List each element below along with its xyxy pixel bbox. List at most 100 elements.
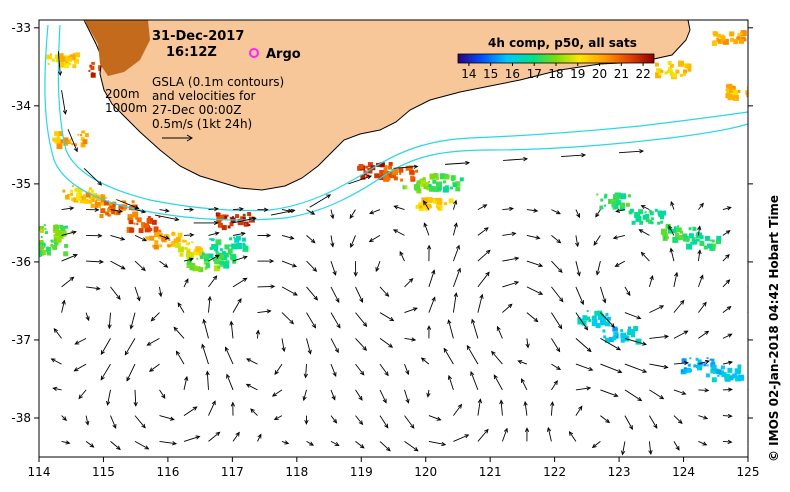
sst-pixel <box>213 258 216 262</box>
velocity-arrow-head <box>177 302 182 308</box>
velocity-arrow-head <box>602 298 607 304</box>
velocity-arrow <box>722 333 732 339</box>
velocity-arrow-head <box>141 266 146 272</box>
sst-pixel <box>211 243 217 249</box>
velocity-arrow-head <box>106 400 111 406</box>
sst-pixel <box>46 54 52 60</box>
sst-pixel <box>204 266 208 270</box>
sst-pixel <box>388 165 393 170</box>
sst-pixel <box>645 214 650 218</box>
sst-pixel <box>70 230 73 233</box>
isobath-200m <box>57 24 748 212</box>
velocity-arrow <box>281 312 294 324</box>
sst-pixel <box>711 358 715 362</box>
velocity-arrow <box>159 260 168 268</box>
sst-pixel <box>177 232 183 238</box>
velocity-arrow-head <box>303 373 308 379</box>
sst-pixel <box>53 224 60 231</box>
y-tick-label: -33 <box>11 21 31 35</box>
sst-pixel <box>179 252 184 257</box>
velocity-arrow-head <box>281 347 286 353</box>
sst-pixel <box>605 321 610 327</box>
velocity-arrow <box>208 208 218 211</box>
velocity-arrow-head <box>703 415 709 420</box>
velocity-arrow <box>551 363 561 370</box>
velocity-arrow <box>575 286 584 305</box>
velocity-arrow <box>257 330 259 339</box>
sst-pixel <box>418 206 424 212</box>
velocity-arrow <box>613 234 626 239</box>
velocity-arrow <box>673 441 680 451</box>
velocity-arrow-head <box>511 231 517 237</box>
colorbar-ramp <box>457 53 655 64</box>
velocity-arrow <box>502 257 519 262</box>
velocity-arrow <box>452 245 460 262</box>
velocity-arrow-head <box>496 325 501 331</box>
sst-pixel <box>360 174 366 180</box>
sst-pixel <box>669 63 674 68</box>
velocity-arrow-head <box>331 395 336 401</box>
sst-pixel <box>459 177 464 182</box>
x-tick-label: 122 <box>543 465 566 479</box>
velocity-arrow-head <box>593 240 598 246</box>
velocity-arrow <box>600 312 615 328</box>
velocity-arrow <box>551 338 560 352</box>
sst-pixel <box>60 56 66 62</box>
sst-pixel <box>110 201 114 205</box>
velocity-arrow-head <box>457 403 463 409</box>
velocity-arrow <box>232 432 240 442</box>
sst-pixel <box>599 205 604 210</box>
sst-pixel <box>658 72 662 76</box>
sst-pixel <box>690 241 694 245</box>
velocity-arrow-head <box>523 400 528 406</box>
velocity-arrow <box>330 415 337 424</box>
sst-pixel <box>703 245 708 250</box>
velocity-arrow <box>61 207 74 211</box>
velocity-arrow <box>61 300 65 313</box>
sst-pixel <box>707 243 712 249</box>
sst-pixel <box>231 255 237 261</box>
velocity-arrow <box>147 338 160 346</box>
sst-pixel <box>39 228 44 233</box>
velocity-arrow <box>126 363 136 381</box>
velocity-arrow <box>159 415 175 421</box>
velocity-arrow-head <box>546 426 552 432</box>
sst-pixel <box>216 215 223 222</box>
sst-pixel <box>203 256 209 262</box>
velocity-arrow <box>159 389 166 399</box>
x-tick-label: 118 <box>285 465 308 479</box>
velocity-arrow <box>130 312 136 329</box>
sst-pixel <box>597 310 603 316</box>
sst-pixel <box>113 210 119 216</box>
sst-pixel <box>595 323 601 329</box>
sst-pixel <box>90 72 96 78</box>
sst-pixel <box>650 217 654 221</box>
velocity-arrow-head <box>514 281 520 286</box>
shelf-current-arrow <box>445 162 470 165</box>
sst-pixel <box>131 200 135 204</box>
velocity-arrow-head <box>242 255 248 260</box>
sst-pixel <box>109 205 116 212</box>
y-tick-label: -36 <box>11 255 31 269</box>
shelf-current-arrow-head <box>465 160 471 166</box>
sst-pixel <box>229 244 232 247</box>
sst-pixel <box>69 62 72 65</box>
sst-pixel <box>426 184 432 190</box>
velocity-arrow-head <box>588 366 594 371</box>
sst-pixel <box>63 137 69 143</box>
velocity-arrow-head <box>266 309 272 314</box>
shelf-current-arrow-head <box>62 109 68 115</box>
velocity-arrow <box>452 223 458 236</box>
sst-pixel <box>681 358 687 364</box>
sst-pixel <box>604 193 608 197</box>
sst-pixel <box>33 245 38 250</box>
shelf-current-arrow-head <box>73 147 78 153</box>
sst-pixel <box>103 200 109 206</box>
sst-pixel <box>158 229 162 233</box>
sst-pixel <box>695 357 699 361</box>
velocity-arrow-head <box>752 284 756 287</box>
velocity-arrow <box>593 235 601 246</box>
velocity-arrow <box>176 351 185 365</box>
colorbar: 4h comp, p50, all sats 14 15 16 17 18 19 20 21 2… <box>457 36 655 81</box>
sst-pixel <box>612 201 615 204</box>
